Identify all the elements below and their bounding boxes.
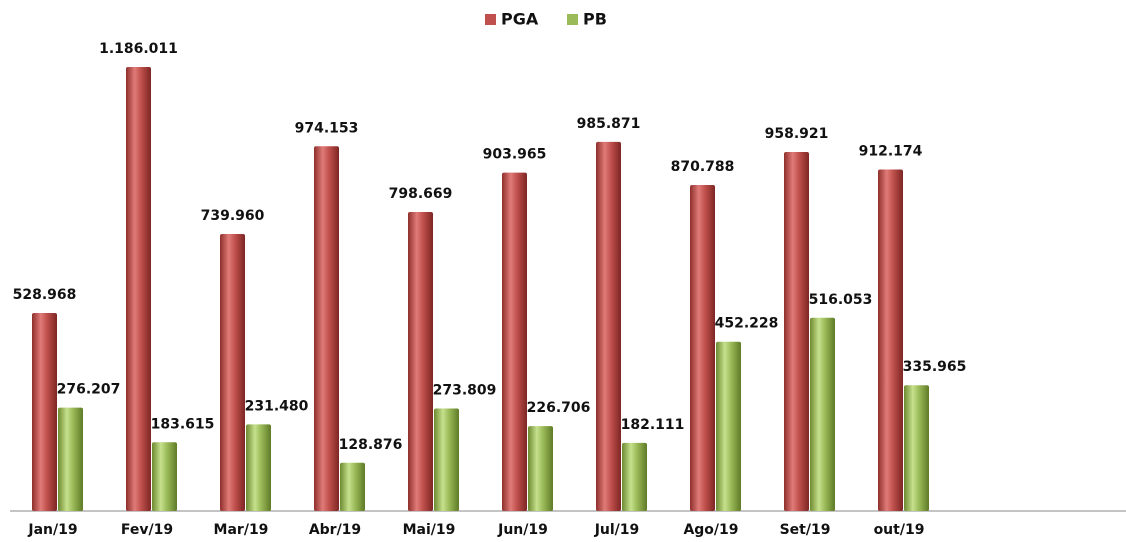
value-label: 273.809	[433, 382, 497, 398]
value-label: 903.965	[483, 147, 547, 163]
value-label: 231.480	[245, 398, 309, 414]
bar	[716, 341, 741, 511]
x-tick-label: Abr/19	[309, 522, 361, 538]
value-label: 335.965	[903, 359, 967, 375]
bar	[152, 442, 177, 511]
bar	[596, 141, 621, 512]
x-tick-label: Jun/19	[497, 522, 548, 538]
legend-swatch	[485, 14, 496, 25]
bar	[126, 67, 151, 511]
bar	[690, 185, 715, 512]
value-label: 226.706	[527, 400, 591, 416]
x-tick-label: Mai/19	[403, 522, 456, 538]
bar	[220, 233, 245, 511]
value-label: 985.871	[577, 116, 641, 132]
value-label: 912.174	[859, 144, 923, 160]
x-tick-label: Mar/19	[214, 522, 269, 538]
x-tick-label: Jul/19	[594, 522, 640, 538]
x-tick-label: Jan/19	[27, 522, 77, 538]
value-label: 276.207	[57, 382, 121, 398]
value-label: 798.669	[389, 186, 453, 202]
bar	[622, 442, 647, 511]
value-label: 183.615	[151, 416, 215, 432]
value-label: 182.111	[621, 417, 685, 433]
legend-label: PB	[583, 10, 607, 29]
bar	[340, 462, 365, 511]
x-tick-label: Ago/19	[683, 522, 738, 538]
bar	[904, 385, 929, 511]
value-label: 128.876	[339, 437, 403, 453]
bar	[810, 317, 835, 511]
value-label: 739.960	[201, 208, 265, 224]
value-label: 1.186.011	[99, 41, 178, 57]
bar	[32, 312, 57, 511]
value-label: 452.228	[715, 316, 779, 332]
bar	[314, 146, 339, 511]
bar	[408, 212, 433, 511]
bar	[878, 169, 903, 511]
value-label: 958.921	[765, 126, 829, 142]
bar	[502, 172, 527, 512]
bar	[434, 408, 459, 511]
bar	[528, 426, 553, 511]
value-label: 870.788	[671, 159, 735, 175]
legend-swatch	[567, 14, 578, 25]
value-label: 528.968	[13, 287, 77, 303]
value-label: 516.053	[809, 292, 873, 308]
bar	[246, 424, 271, 511]
bar	[784, 152, 809, 512]
value-label: 974.153	[295, 120, 359, 136]
x-tick-label: Set/19	[780, 522, 831, 538]
x-tick-label: Fev/19	[121, 522, 173, 538]
bar	[58, 407, 83, 511]
x-tick-label: out/19	[874, 522, 925, 538]
legend-label: PGA	[501, 10, 539, 29]
